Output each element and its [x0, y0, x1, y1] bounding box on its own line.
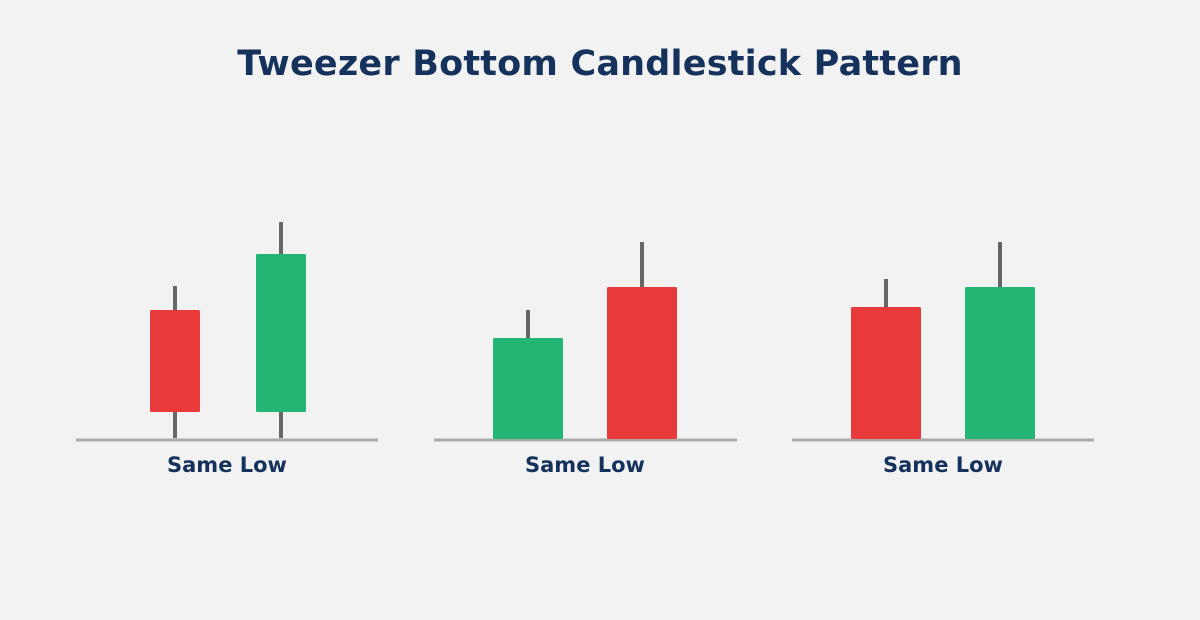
- group-label-1: Same Low: [167, 453, 287, 477]
- candle-1-1: [150, 286, 200, 438]
- group-label-2: Same Low: [525, 453, 645, 477]
- candle-2-1: [493, 310, 563, 439]
- group-label-3: Same Low: [883, 453, 1003, 477]
- pattern-group-3: Same Low: [792, 242, 1094, 477]
- candle-body-2-2: [607, 287, 677, 439]
- candle-2-2: [607, 242, 677, 439]
- candle-body-2-1: [493, 338, 563, 439]
- candle-1-2: [256, 222, 306, 438]
- pattern-group-2: Same Low: [434, 242, 737, 477]
- page-title: Tweezer Bottom Candlestick Pattern: [237, 44, 963, 84]
- candle-3-2: [965, 242, 1035, 439]
- candle-body-1-1: [150, 310, 200, 412]
- candle-body-3-1: [851, 307, 921, 439]
- pattern-group-1: Same Low: [76, 222, 378, 477]
- candle-body-1-2: [256, 254, 306, 412]
- candle-3-1: [851, 279, 921, 439]
- candle-body-3-2: [965, 287, 1035, 439]
